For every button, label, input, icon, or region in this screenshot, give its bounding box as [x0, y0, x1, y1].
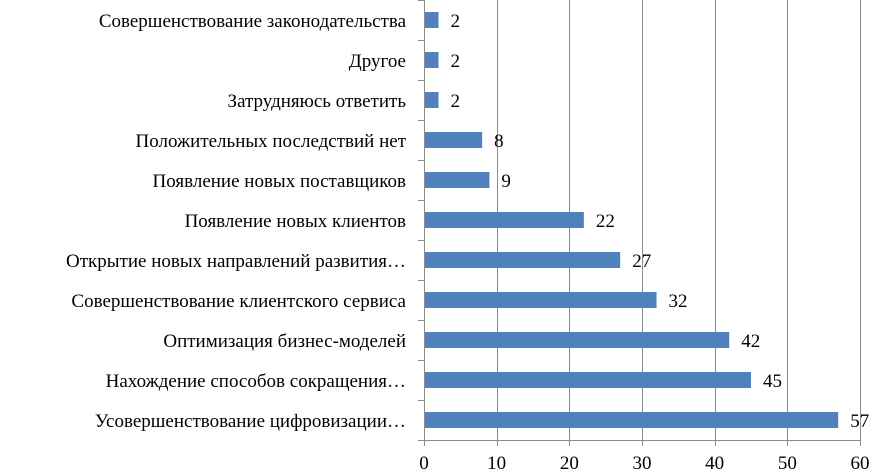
data-label: 8	[494, 131, 504, 152]
data-label: 2	[451, 91, 461, 112]
data-label: 2	[451, 11, 461, 32]
bar	[425, 172, 490, 188]
data-label: 32	[669, 291, 688, 312]
bar	[425, 92, 439, 108]
bar	[425, 52, 439, 68]
data-label: 2	[451, 51, 461, 72]
category-label: Усовершенствование цифровизации…	[95, 411, 406, 432]
axes	[418, 0, 861, 446]
category-label: Появление новых поставщиков	[153, 171, 406, 192]
bar	[425, 12, 439, 28]
bar	[425, 332, 730, 348]
category-label: Затрудняюсь ответить	[228, 91, 407, 112]
labels: 0 10 20 30 40 50 60 Совершенствование законодат…	[66, 11, 869, 473]
x-tick-label: 0	[419, 453, 429, 473]
category-label: Совершенствование клиентского сервиса	[71, 291, 406, 312]
bar	[425, 372, 751, 388]
category-label: Другое	[349, 51, 406, 72]
category-label: Оптимизация бизнес-моделей	[163, 331, 406, 352]
data-label: 45	[763, 371, 782, 392]
category-label: Появление новых клиентов	[185, 211, 406, 232]
x-tick-label: 20	[560, 453, 579, 473]
data-label: 9	[501, 171, 511, 192]
category-label: Открытие новых направлений развития…	[66, 251, 406, 272]
x-tick-label: 10	[487, 453, 506, 473]
x-tick-label: 50	[778, 453, 797, 473]
data-label: 42	[741, 331, 760, 352]
bar	[425, 412, 839, 428]
data-label: 22	[596, 211, 615, 232]
x-tick-label: 60	[851, 453, 870, 473]
bars	[425, 12, 839, 428]
category-label: Положительных последствий нет	[136, 131, 407, 152]
x-tick-label: 30	[633, 453, 652, 473]
x-tick-label: 40	[705, 453, 724, 473]
category-label: Нахождение способов сокращения…	[106, 371, 406, 392]
bar	[425, 212, 584, 228]
gridlines	[497, 0, 861, 440]
data-label: 27	[632, 251, 651, 272]
bar	[425, 132, 483, 148]
bar	[425, 252, 621, 268]
bar	[425, 292, 657, 308]
data-label: 57	[850, 411, 869, 432]
category-label: Совершенствование законодательства	[99, 11, 407, 32]
